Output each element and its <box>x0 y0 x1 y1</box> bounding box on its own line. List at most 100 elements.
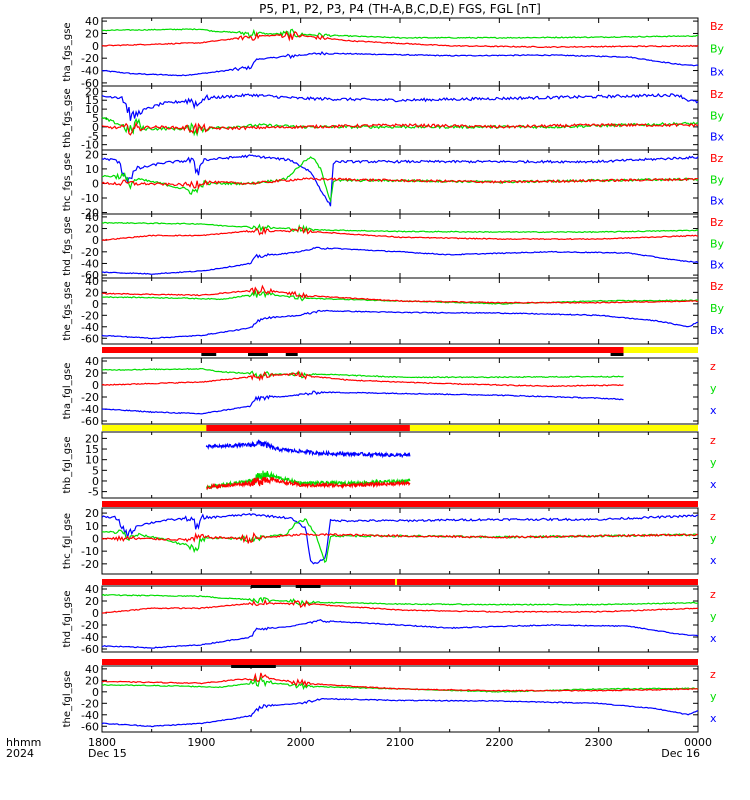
x-tick-label: 2200 <box>485 736 513 749</box>
y-axis-label: thc_fgl_gse <box>62 513 73 569</box>
legend-label-x: x <box>710 632 717 645</box>
legend-label-by: By <box>710 302 725 315</box>
series-line-y <box>101 367 624 380</box>
x-tick-label: 0000 <box>684 736 712 749</box>
y-axis-label: thd_fgs_gse <box>62 216 73 275</box>
y-tick-label: 0 <box>92 234 99 247</box>
series-line-bz <box>101 30 699 49</box>
series-line-bz <box>101 177 699 190</box>
y-tick-label: 5 <box>92 112 99 125</box>
y-tick-label: -20 <box>81 619 99 632</box>
y-tick-label: -10 <box>81 192 99 205</box>
x-axis-caption-hhmm: hhmm <box>6 736 41 749</box>
chart-title: P5, P1, P2, P3, P4 (TH-A,B,C,D,E) FGS, F… <box>259 2 541 16</box>
y-tick-label: -60 <box>81 269 99 282</box>
mode-bar-segment <box>102 347 624 353</box>
y-tick-label: 5 <box>92 464 99 477</box>
y-tick-label: 0 <box>92 379 99 392</box>
y-tick-label: -20 <box>81 558 99 571</box>
mode-bar-mark <box>201 353 217 356</box>
series-line-z <box>101 369 624 388</box>
y-tick-label: 15 <box>85 443 99 456</box>
legend-label-z: z <box>710 434 716 447</box>
y-tick-label: -60 <box>81 332 99 345</box>
y-tick-label: -5 <box>88 130 99 143</box>
series-line-x <box>101 697 699 728</box>
legend-label-bz: Bz <box>710 280 724 293</box>
series-line-x <box>101 513 699 565</box>
x-tick-label: 1900 <box>187 736 215 749</box>
mode-bar-segment <box>395 579 398 585</box>
legend-label-bx: Bx <box>710 131 725 144</box>
y-axis-label: the_fgl_gse <box>62 671 73 728</box>
y-tick-label: -40 <box>81 257 99 270</box>
legend-label-x: x <box>710 404 717 417</box>
x-tick-label: 1800 <box>88 736 116 749</box>
legend-label-y: y <box>710 382 717 395</box>
mode-bar-mark <box>231 665 276 668</box>
legend-label-bz: Bz <box>710 20 724 33</box>
x-tick-label: 2300 <box>585 736 613 749</box>
series-line-bz <box>101 225 699 242</box>
panel-frame <box>101 431 699 499</box>
y-tick-label: -20 <box>81 309 99 322</box>
mode-bar-segment <box>397 579 698 585</box>
y-tick-label: -40 <box>81 321 99 334</box>
y-tick-label: 20 <box>85 223 99 236</box>
series-line-bx <box>101 154 699 207</box>
series-line-z <box>101 672 699 692</box>
y-tick-label: 20 <box>85 27 99 40</box>
mode-bar-segment <box>102 579 396 585</box>
series-line-by <box>101 156 698 203</box>
legend-label-bx: Bx <box>710 259 725 272</box>
y-axis-label: the_fgs_gse <box>62 281 73 340</box>
series-line-z <box>101 531 699 544</box>
y-tick-label: 0 <box>92 40 99 53</box>
y-tick-label: -40 <box>81 631 99 644</box>
legend-label-bx: Bx <box>710 195 725 208</box>
y-tick-label: -20 <box>81 697 99 710</box>
y-tick-label: 10 <box>85 103 99 116</box>
legend-label-y: y <box>710 690 717 703</box>
y-tick-label: 0 <box>92 298 99 311</box>
mode-bar-segment <box>206 425 410 431</box>
legend-label-x: x <box>710 554 717 567</box>
mode-bar-segment <box>102 425 207 431</box>
y-tick-label: 40 <box>85 355 99 368</box>
y-tick-label: 40 <box>85 583 99 596</box>
y-tick-label: 0 <box>92 686 99 699</box>
y-tick-label: 0 <box>92 177 99 190</box>
legend-label-bz: Bz <box>710 216 724 229</box>
legend-label-z: z <box>710 360 716 373</box>
panel-frame <box>101 665 699 733</box>
legend-label-y: y <box>710 610 717 623</box>
y-tick-label: 10 <box>85 163 99 176</box>
mode-bar-segment <box>409 425 698 431</box>
y-tick-label: 40 <box>85 15 99 28</box>
y-tick-label: -60 <box>81 643 99 656</box>
legend-label-z: z <box>710 510 716 523</box>
y-axis-label: thb_fgl_gse <box>62 437 73 494</box>
y-axis-label: tha_fgs_gse <box>62 22 73 81</box>
mode-bar-mark <box>285 353 298 356</box>
series-line-bx <box>101 50 699 77</box>
y-tick-label: 20 <box>85 85 99 98</box>
series-line-x <box>205 439 411 459</box>
panel-frame <box>101 357 699 425</box>
y-tick-label: 0 <box>92 532 99 545</box>
y-tick-label: -20 <box>81 52 99 65</box>
legend-label-bx: Bx <box>710 324 725 337</box>
y-tick-label: -20 <box>81 246 99 259</box>
y-tick-label: -40 <box>81 709 99 722</box>
x-tick-label: 2000 <box>287 736 315 749</box>
y-tick-label: 20 <box>85 507 99 520</box>
y-axis-label: tha_fgl_gse <box>62 363 73 420</box>
series-line-bx <box>101 309 699 340</box>
y-tick-label: 15 <box>85 94 99 107</box>
x-date-label: Dec 16 <box>661 747 700 760</box>
y-axis-label: thd_fgl_gse <box>62 591 73 648</box>
y-tick-label: 10 <box>85 520 99 533</box>
series-line-bz <box>102 284 699 304</box>
y-tick-label: 20 <box>85 432 99 445</box>
y-tick-label: -60 <box>81 415 99 428</box>
